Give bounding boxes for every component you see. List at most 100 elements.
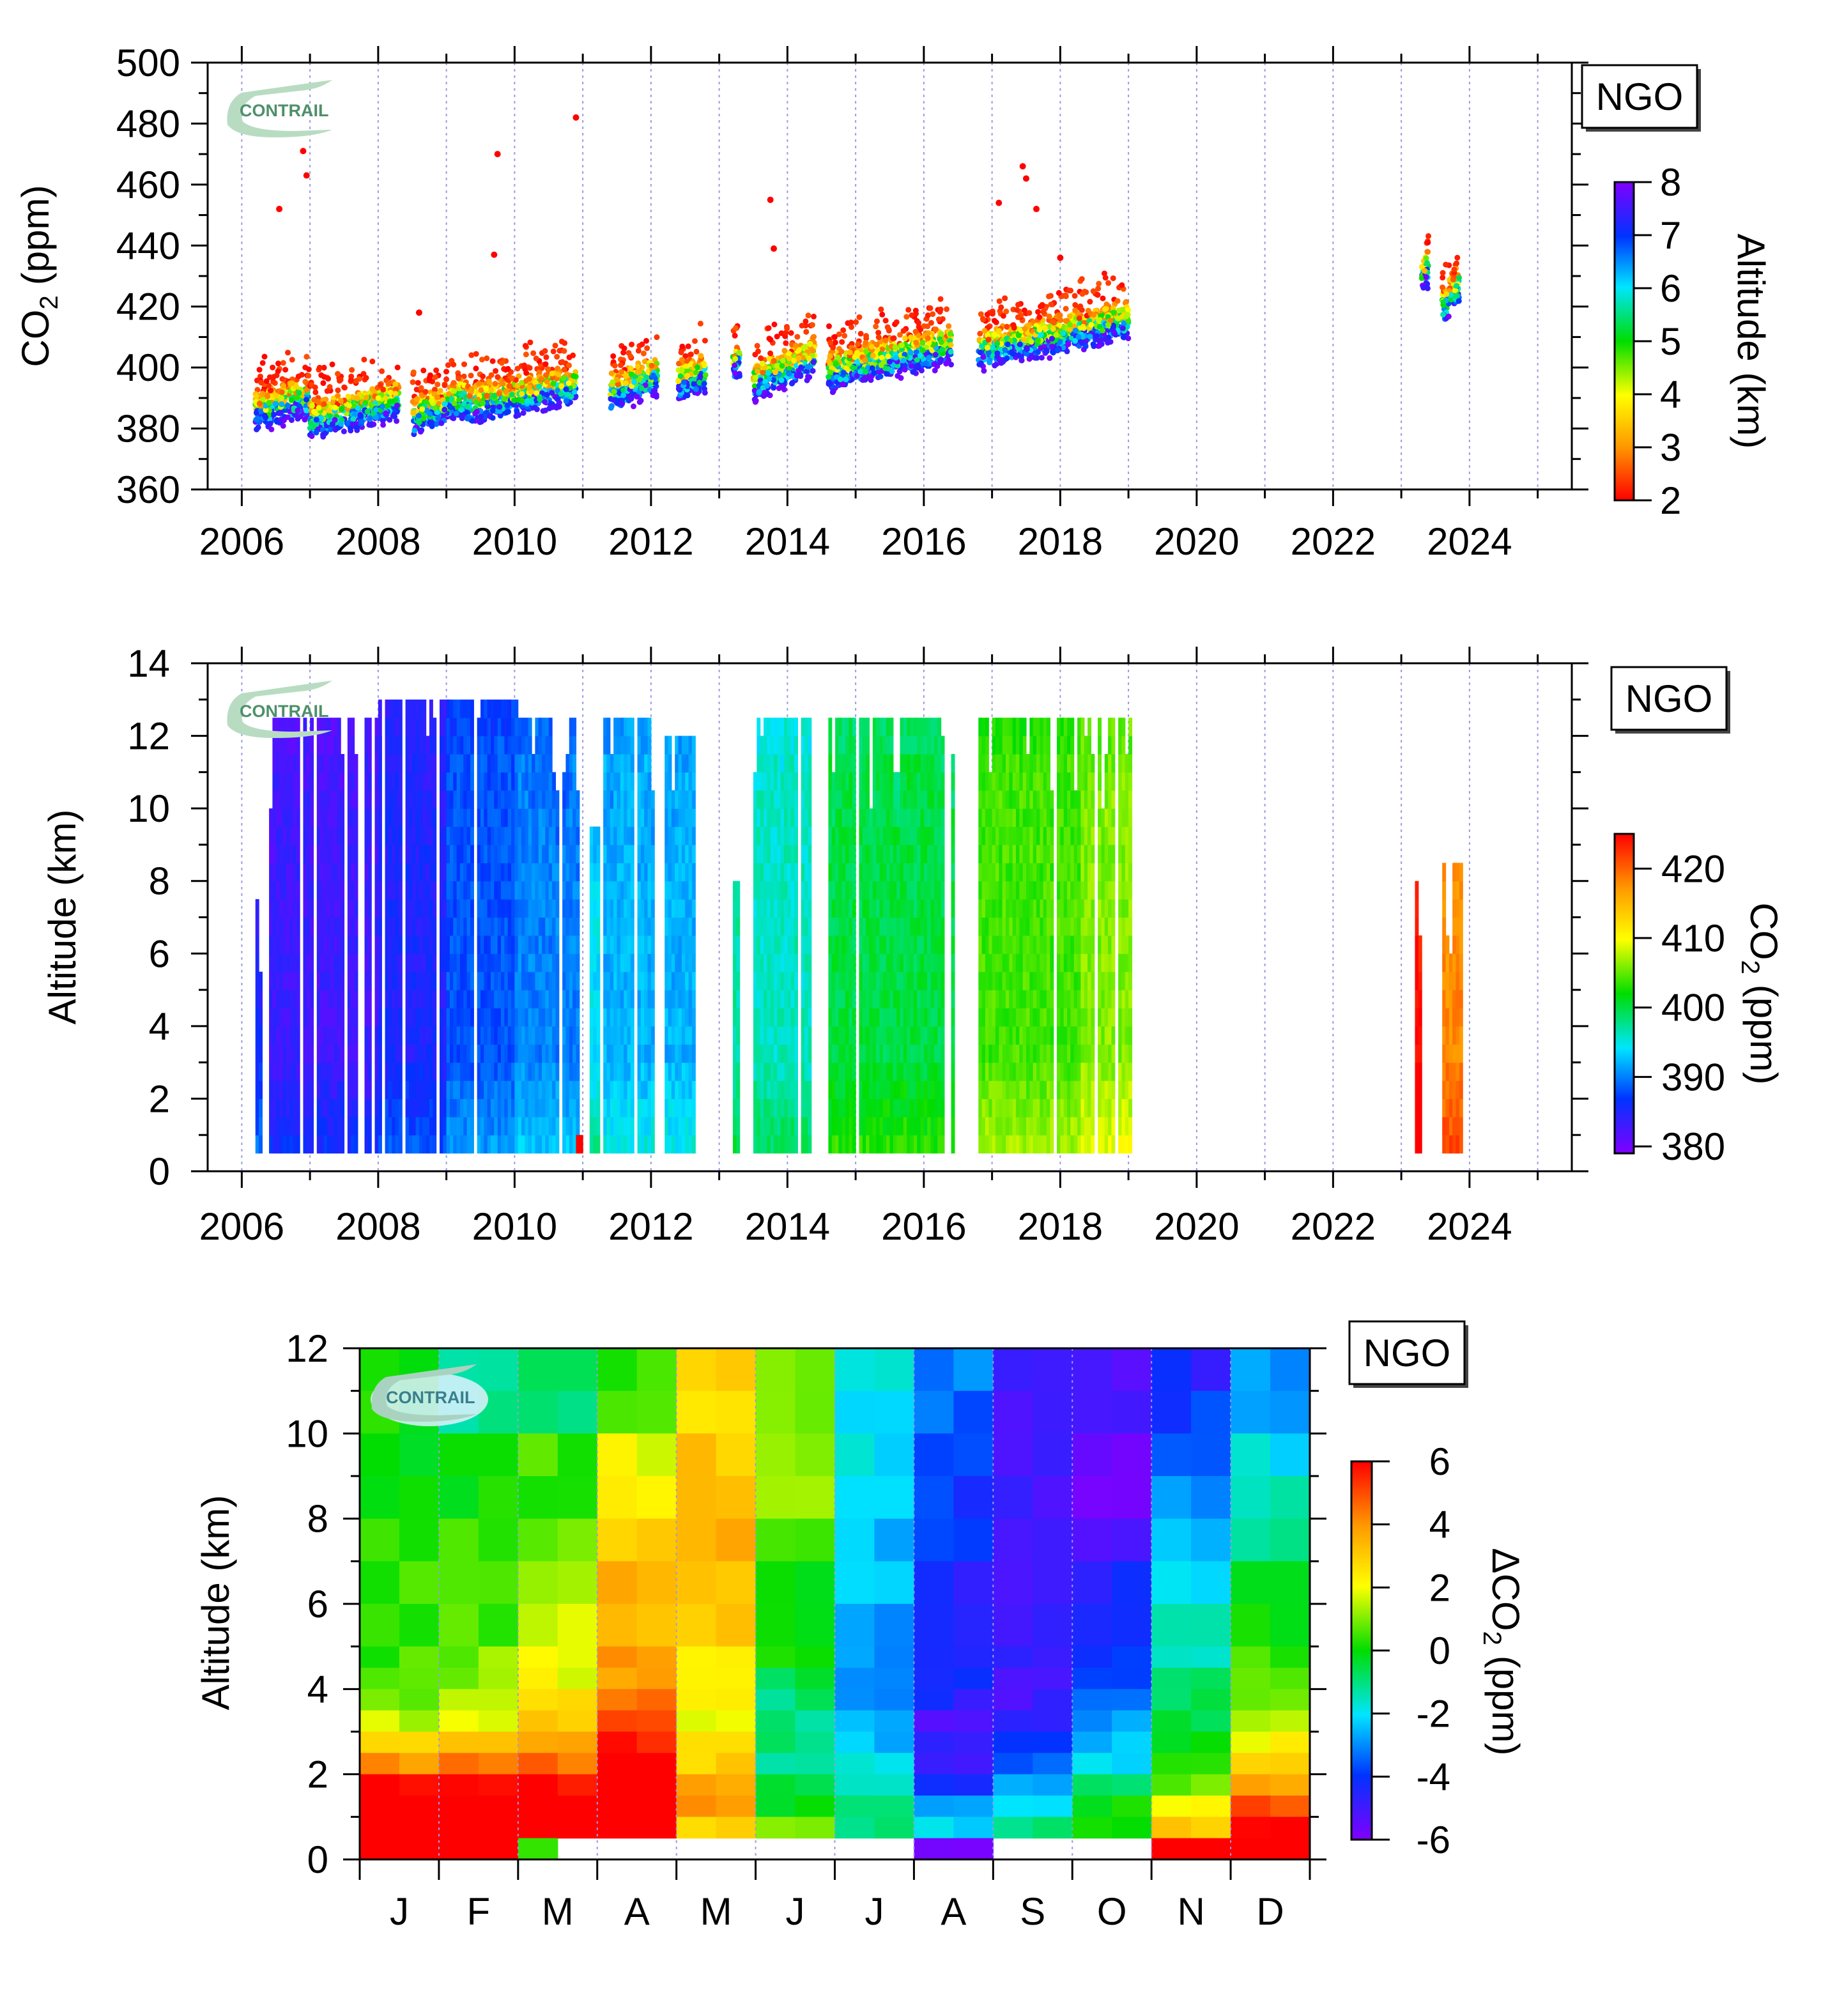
p2-heatmap-cell — [255, 899, 259, 918]
p1-data-point — [496, 404, 503, 410]
p1-data-point — [442, 401, 448, 407]
p2-heatmap-cell — [275, 935, 280, 954]
p1-data-point — [921, 323, 927, 329]
p1-data-point — [623, 380, 629, 387]
p2-heatmap-cell — [279, 917, 284, 936]
p1-data-point — [771, 358, 777, 364]
p1-data-point — [905, 307, 912, 313]
p1-data-point — [1010, 351, 1017, 357]
p1-outlier-point — [300, 148, 307, 155]
p1-data-point — [270, 364, 276, 371]
p1-data-point — [538, 376, 544, 382]
p1-data-point — [989, 311, 995, 317]
p1-data-point — [534, 390, 540, 396]
p2-heatmap-cell — [269, 899, 273, 918]
p1-data-point — [478, 413, 484, 420]
p1-x-axis: 2006 2008 2010 2012 2014 2016 2018 2020 2022 2024 — [199, 46, 1539, 563]
p2-heatmap-cell — [293, 990, 297, 1009]
p1-data-point — [1450, 276, 1456, 282]
p1-data-point — [681, 379, 688, 385]
p1-x-tick-label: 2020 — [1154, 520, 1239, 563]
p1-data-point — [776, 385, 782, 392]
p1-data-point — [511, 397, 518, 404]
p1-data-point — [316, 364, 323, 371]
p2-heatmap-cell — [269, 1062, 273, 1081]
p1-data-point — [385, 381, 392, 387]
p2-heatmap-cell — [296, 971, 300, 990]
p1-data-point — [627, 365, 634, 371]
p1-data-point — [304, 387, 310, 393]
p1-data-point — [337, 397, 344, 404]
p1-data-point — [732, 362, 738, 369]
p1-data-point — [685, 343, 691, 350]
p1-x-tick-label: 2022 — [1291, 520, 1376, 563]
p1-data-point — [353, 378, 359, 384]
p1-data-point — [765, 325, 772, 331]
p2-heatmap-cell — [286, 863, 290, 882]
p1-data-point — [702, 337, 708, 344]
p1-data-point — [992, 318, 998, 324]
p1-data-point — [732, 355, 739, 362]
p1-colorbar-label: Altitude (km) — [1730, 234, 1772, 449]
p1-data-point — [926, 355, 932, 361]
p1-data-point — [258, 380, 265, 386]
p1-data-point — [698, 353, 704, 359]
p1-data-point — [827, 353, 833, 359]
p1-data-point — [830, 344, 836, 351]
p1-data-point — [354, 396, 360, 402]
p1-x-tick-label: 2018 — [1018, 520, 1103, 563]
p1-data-point — [620, 392, 627, 398]
p1-plot-frame — [206, 61, 1573, 491]
p1-data-point — [1105, 321, 1111, 328]
p1-data-point — [985, 344, 991, 351]
p1-data-point — [549, 404, 556, 410]
p2-heatmap-cell — [272, 844, 277, 863]
p2-heatmap-cell — [289, 863, 294, 882]
p1-data-point — [1440, 284, 1446, 291]
p2-heatmap-cell — [293, 772, 297, 791]
p1-data-point — [1114, 298, 1121, 304]
p1-data-point — [380, 387, 387, 393]
p1-data-point — [863, 333, 870, 339]
p2-heatmap-cell — [272, 1081, 277, 1100]
p2-heatmap-cell — [272, 753, 277, 773]
p1-data-point — [410, 369, 417, 376]
p2-heatmap-cell — [286, 935, 290, 954]
p1-data-point — [496, 390, 502, 397]
p1-data-point — [468, 352, 475, 358]
p1-data-point — [530, 350, 537, 357]
p2-heatmap-cell — [289, 990, 294, 1009]
p2-heatmap-cell — [293, 917, 297, 936]
p1-data-point — [341, 428, 347, 435]
p1-data-point — [1050, 318, 1056, 325]
p1-data-point — [1022, 326, 1028, 332]
p1-data-point — [939, 346, 945, 353]
p1-data-point — [552, 342, 558, 349]
p2-heatmap-cell — [289, 1026, 294, 1045]
p1-data-point — [253, 417, 259, 423]
p1-data-point — [336, 378, 342, 384]
p1-data-point — [829, 389, 836, 396]
p1-data-point — [514, 365, 521, 372]
p1-data-point — [640, 350, 647, 357]
p2-heatmap-cell — [282, 1026, 287, 1045]
p1-data-point — [767, 350, 774, 357]
p1-data-point — [261, 353, 268, 360]
p1-data-point — [1039, 302, 1045, 309]
p1-data-point — [279, 401, 285, 408]
p1-data-point — [364, 394, 370, 401]
p1-data-point — [279, 395, 285, 401]
p2-heatmap-cell — [293, 1135, 297, 1154]
p2-heatmap-cell — [259, 971, 263, 990]
p1-data-point — [1049, 343, 1056, 350]
p1-data-point — [732, 370, 738, 376]
p1-data-point — [912, 307, 919, 314]
p1-data-point — [355, 404, 361, 411]
p1-data-point — [1100, 295, 1106, 302]
p2-heatmap-cell — [293, 881, 297, 900]
p1-data-point — [377, 382, 383, 389]
p1-data-point — [289, 357, 295, 363]
p2-heatmap-cell — [286, 1008, 290, 1027]
p2-heatmap-cell — [279, 1081, 284, 1100]
